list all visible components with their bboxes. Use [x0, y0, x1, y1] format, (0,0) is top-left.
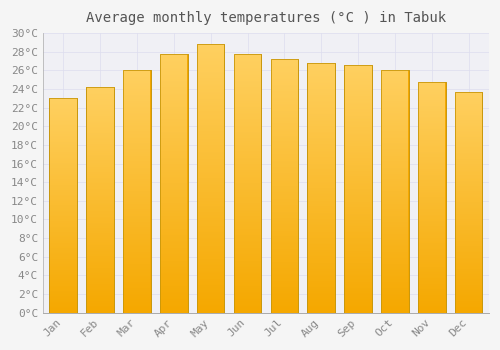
Bar — [50, 98, 77, 313]
Bar — [455, 92, 482, 313]
Bar — [123, 70, 151, 313]
Bar — [270, 59, 298, 313]
Bar — [160, 54, 188, 313]
Bar — [418, 82, 446, 313]
Bar — [455, 92, 482, 313]
Bar — [308, 63, 335, 313]
Bar — [418, 82, 446, 313]
Bar — [197, 44, 224, 313]
Bar — [381, 70, 408, 313]
Bar — [381, 70, 408, 313]
Bar — [197, 44, 224, 313]
Bar — [123, 70, 151, 313]
Bar — [344, 65, 372, 313]
Bar — [86, 87, 114, 313]
Bar — [234, 54, 262, 313]
Bar — [308, 63, 335, 313]
Bar — [234, 54, 262, 313]
Bar — [86, 87, 114, 313]
Title: Average monthly temperatures (°C ) in Tabuk: Average monthly temperatures (°C ) in Ta… — [86, 11, 446, 25]
Bar — [270, 59, 298, 313]
Bar — [344, 65, 372, 313]
Bar — [160, 54, 188, 313]
Bar — [50, 98, 77, 313]
